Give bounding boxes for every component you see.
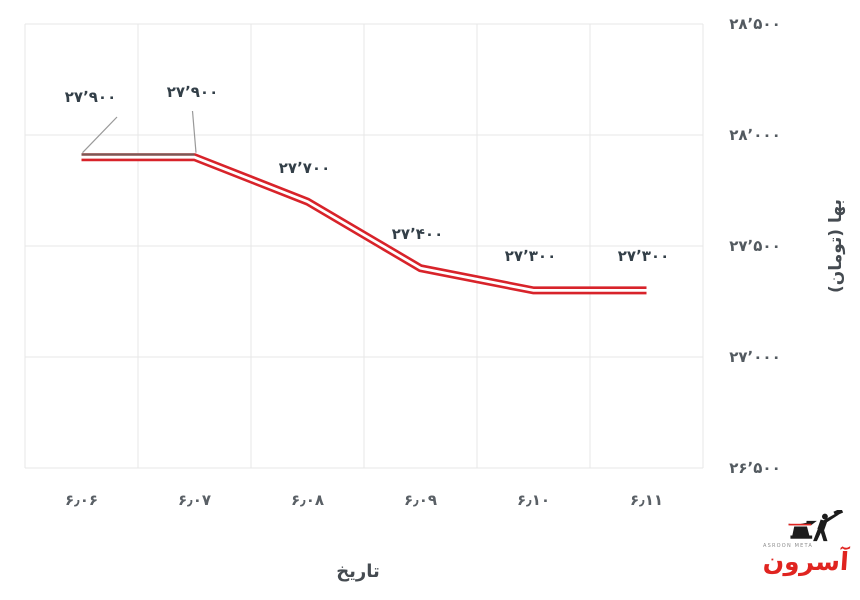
y-tick-label: ۲۷٬۵۰۰	[729, 237, 781, 255]
brand-watermark: ASROON META آسرون	[755, 510, 857, 596]
x-tick-label: ۶٫۰۹	[403, 491, 438, 509]
point-label: ۲۷٬۳۰۰	[504, 247, 557, 266]
point-label: ۲۷٬۷۰۰	[278, 158, 331, 177]
x-tick-label: ۶٫۰۶	[64, 491, 99, 509]
x-tick-label: ۶٫۰۸	[290, 491, 325, 509]
x-tick-label: ۶٫۱۰	[516, 491, 551, 509]
point-label: ۲۷٬۹۰۰	[64, 88, 117, 106]
x-tick-label: ۶٫۱۱	[629, 491, 664, 509]
blacksmith-logo-icon	[788, 510, 844, 542]
y-tick-label: ۲۶٬۵۰۰	[729, 459, 781, 477]
y-axis-title: بها (تومان)	[826, 199, 846, 293]
brand-name-en: ASROON META	[763, 543, 814, 549]
x-axis-title: تاریخ	[336, 561, 380, 582]
y-tick-label: ۲۸٬۰۰۰	[729, 126, 781, 144]
label-connector	[82, 116, 118, 154]
label-connector	[191, 110, 197, 153]
point-label: ۲۷٬۴۰۰	[391, 225, 444, 244]
y-tick-label: ۲۸٬۵۰۰	[729, 15, 781, 33]
y-tick-label: ۲۷٬۰۰۰	[729, 348, 781, 366]
point-label: ۲۷٬۹۰۰	[166, 83, 219, 101]
brand-name-fa: آسرون	[762, 547, 850, 576]
series-line-core	[81, 155, 647, 292]
x-tick-label: ۶٫۰۷	[177, 491, 212, 509]
point-label: ۲۷٬۳۰۰	[617, 247, 670, 266]
